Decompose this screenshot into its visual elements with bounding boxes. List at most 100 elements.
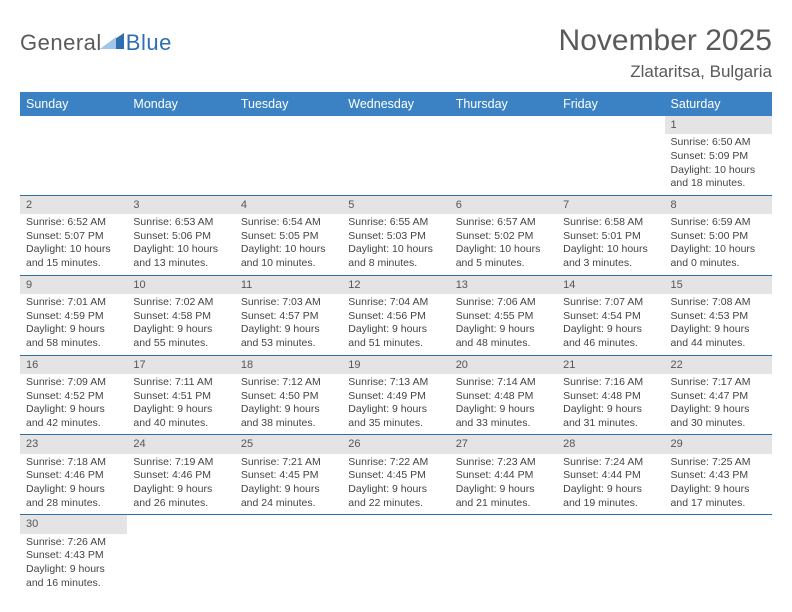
calendar-day-cell: 22Sunrise: 7:17 AMSunset: 4:47 PMDayligh… bbox=[665, 355, 772, 435]
calendar-day-cell: 14Sunrise: 7:07 AMSunset: 4:54 PMDayligh… bbox=[557, 275, 664, 355]
day-number: 25 bbox=[235, 435, 342, 453]
day-header: Sunday bbox=[20, 92, 127, 116]
day-details: Sunrise: 7:02 AMSunset: 4:58 PMDaylight:… bbox=[127, 294, 234, 355]
calendar-day-cell bbox=[127, 515, 234, 594]
daylight-text: Daylight: 9 hours and 24 minutes. bbox=[241, 483, 336, 510]
day-details: Sunrise: 7:25 AMSunset: 4:43 PMDaylight:… bbox=[665, 454, 772, 515]
calendar-day-cell bbox=[342, 116, 449, 195]
calendar-week-row: 23Sunrise: 7:18 AMSunset: 4:46 PMDayligh… bbox=[20, 435, 772, 515]
daylight-text: Daylight: 9 hours and 22 minutes. bbox=[348, 483, 443, 510]
sunrise-text: Sunrise: 7:04 AM bbox=[348, 296, 443, 310]
day-details: Sunrise: 6:50 AMSunset: 5:09 PMDaylight:… bbox=[665, 134, 772, 195]
calendar-table: SundayMondayTuesdayWednesdayThursdayFrid… bbox=[20, 92, 772, 594]
day-number bbox=[127, 515, 234, 533]
sunrise-text: Sunrise: 7:22 AM bbox=[348, 456, 443, 470]
calendar-day-cell: 15Sunrise: 7:08 AMSunset: 4:53 PMDayligh… bbox=[665, 275, 772, 355]
calendar-day-cell: 30Sunrise: 7:26 AMSunset: 4:43 PMDayligh… bbox=[20, 515, 127, 594]
daylight-text: Daylight: 10 hours and 5 minutes. bbox=[456, 243, 551, 270]
daylight-text: Daylight: 9 hours and 21 minutes. bbox=[456, 483, 551, 510]
sunrise-text: Sunrise: 7:03 AM bbox=[241, 296, 336, 310]
location-label: Zlataritsa, Bulgaria bbox=[559, 62, 772, 82]
sunset-text: Sunset: 4:56 PM bbox=[348, 310, 443, 324]
day-number: 27 bbox=[450, 435, 557, 453]
calendar-day-cell: 4Sunrise: 6:54 AMSunset: 5:05 PMDaylight… bbox=[235, 195, 342, 275]
day-number bbox=[450, 515, 557, 533]
calendar-day-cell: 6Sunrise: 6:57 AMSunset: 5:02 PMDaylight… bbox=[450, 195, 557, 275]
logo-text-general: General bbox=[20, 30, 102, 56]
sunrise-text: Sunrise: 7:26 AM bbox=[26, 536, 121, 550]
brand-logo: General Blue bbox=[20, 30, 172, 56]
calendar-day-cell bbox=[235, 116, 342, 195]
day-number: 29 bbox=[665, 435, 772, 453]
day-header: Monday bbox=[127, 92, 234, 116]
sunrise-text: Sunrise: 7:08 AM bbox=[671, 296, 766, 310]
calendar-day-cell: 3Sunrise: 6:53 AMSunset: 5:06 PMDaylight… bbox=[127, 195, 234, 275]
day-details: Sunrise: 6:57 AMSunset: 5:02 PMDaylight:… bbox=[450, 214, 557, 275]
calendar-day-cell: 13Sunrise: 7:06 AMSunset: 4:55 PMDayligh… bbox=[450, 275, 557, 355]
daylight-text: Daylight: 10 hours and 18 minutes. bbox=[671, 164, 766, 191]
sunrise-text: Sunrise: 7:12 AM bbox=[241, 376, 336, 390]
calendar-day-cell: 18Sunrise: 7:12 AMSunset: 4:50 PMDayligh… bbox=[235, 355, 342, 435]
day-number: 22 bbox=[665, 356, 772, 374]
triangle-icon bbox=[100, 31, 126, 56]
day-details: Sunrise: 7:19 AMSunset: 4:46 PMDaylight:… bbox=[127, 454, 234, 515]
day-number: 16 bbox=[20, 356, 127, 374]
day-details: Sunrise: 7:26 AMSunset: 4:43 PMDaylight:… bbox=[20, 534, 127, 595]
day-number: 13 bbox=[450, 276, 557, 294]
day-number bbox=[665, 515, 772, 533]
daylight-text: Daylight: 9 hours and 55 minutes. bbox=[133, 323, 228, 350]
calendar-day-cell: 21Sunrise: 7:16 AMSunset: 4:48 PMDayligh… bbox=[557, 355, 664, 435]
calendar-day-cell: 17Sunrise: 7:11 AMSunset: 4:51 PMDayligh… bbox=[127, 355, 234, 435]
day-number: 21 bbox=[557, 356, 664, 374]
sunset-text: Sunset: 5:00 PM bbox=[671, 230, 766, 244]
day-details: Sunrise: 7:16 AMSunset: 4:48 PMDaylight:… bbox=[557, 374, 664, 435]
day-number: 28 bbox=[557, 435, 664, 453]
day-details: Sunrise: 6:53 AMSunset: 5:06 PMDaylight:… bbox=[127, 214, 234, 275]
daylight-text: Daylight: 9 hours and 19 minutes. bbox=[563, 483, 658, 510]
day-number: 17 bbox=[127, 356, 234, 374]
day-number: 14 bbox=[557, 276, 664, 294]
day-number: 2 bbox=[20, 196, 127, 214]
calendar-day-cell bbox=[235, 515, 342, 594]
day-number: 1 bbox=[665, 116, 772, 134]
sunset-text: Sunset: 4:49 PM bbox=[348, 390, 443, 404]
sunset-text: Sunset: 4:45 PM bbox=[348, 469, 443, 483]
day-details: Sunrise: 7:11 AMSunset: 4:51 PMDaylight:… bbox=[127, 374, 234, 435]
day-details: Sunrise: 6:55 AMSunset: 5:03 PMDaylight:… bbox=[342, 214, 449, 275]
calendar-week-row: 2Sunrise: 6:52 AMSunset: 5:07 PMDaylight… bbox=[20, 195, 772, 275]
day-details: Sunrise: 6:54 AMSunset: 5:05 PMDaylight:… bbox=[235, 214, 342, 275]
day-header: Tuesday bbox=[235, 92, 342, 116]
sunrise-text: Sunrise: 6:53 AM bbox=[133, 216, 228, 230]
sunrise-text: Sunrise: 7:02 AM bbox=[133, 296, 228, 310]
calendar-day-cell: 23Sunrise: 7:18 AMSunset: 4:46 PMDayligh… bbox=[20, 435, 127, 515]
daylight-text: Daylight: 9 hours and 33 minutes. bbox=[456, 403, 551, 430]
sunrise-text: Sunrise: 6:57 AM bbox=[456, 216, 551, 230]
day-number: 12 bbox=[342, 276, 449, 294]
day-number bbox=[557, 515, 664, 533]
day-header: Saturday bbox=[665, 92, 772, 116]
sunrise-text: Sunrise: 7:09 AM bbox=[26, 376, 121, 390]
calendar-week-row: 30Sunrise: 7:26 AMSunset: 4:43 PMDayligh… bbox=[20, 515, 772, 594]
day-header: Thursday bbox=[450, 92, 557, 116]
daylight-text: Daylight: 10 hours and 8 minutes. bbox=[348, 243, 443, 270]
day-details: Sunrise: 7:03 AMSunset: 4:57 PMDaylight:… bbox=[235, 294, 342, 355]
day-details: Sunrise: 6:58 AMSunset: 5:01 PMDaylight:… bbox=[557, 214, 664, 275]
sunset-text: Sunset: 5:01 PM bbox=[563, 230, 658, 244]
day-header: Wednesday bbox=[342, 92, 449, 116]
sunrise-text: Sunrise: 7:19 AM bbox=[133, 456, 228, 470]
calendar-day-cell: 11Sunrise: 7:03 AMSunset: 4:57 PMDayligh… bbox=[235, 275, 342, 355]
sunrise-text: Sunrise: 6:54 AM bbox=[241, 216, 336, 230]
day-number: 6 bbox=[450, 196, 557, 214]
sunrise-text: Sunrise: 7:01 AM bbox=[26, 296, 121, 310]
sunset-text: Sunset: 4:51 PM bbox=[133, 390, 228, 404]
calendar-day-cell: 1Sunrise: 6:50 AMSunset: 5:09 PMDaylight… bbox=[665, 116, 772, 195]
sunset-text: Sunset: 4:48 PM bbox=[456, 390, 551, 404]
day-details: Sunrise: 7:06 AMSunset: 4:55 PMDaylight:… bbox=[450, 294, 557, 355]
calendar-day-cell: 5Sunrise: 6:55 AMSunset: 5:03 PMDaylight… bbox=[342, 195, 449, 275]
sunrise-text: Sunrise: 7:14 AM bbox=[456, 376, 551, 390]
day-details: Sunrise: 7:01 AMSunset: 4:59 PMDaylight:… bbox=[20, 294, 127, 355]
sunset-text: Sunset: 4:48 PM bbox=[563, 390, 658, 404]
daylight-text: Daylight: 9 hours and 51 minutes. bbox=[348, 323, 443, 350]
sunset-text: Sunset: 4:53 PM bbox=[671, 310, 766, 324]
sunset-text: Sunset: 5:09 PM bbox=[671, 150, 766, 164]
